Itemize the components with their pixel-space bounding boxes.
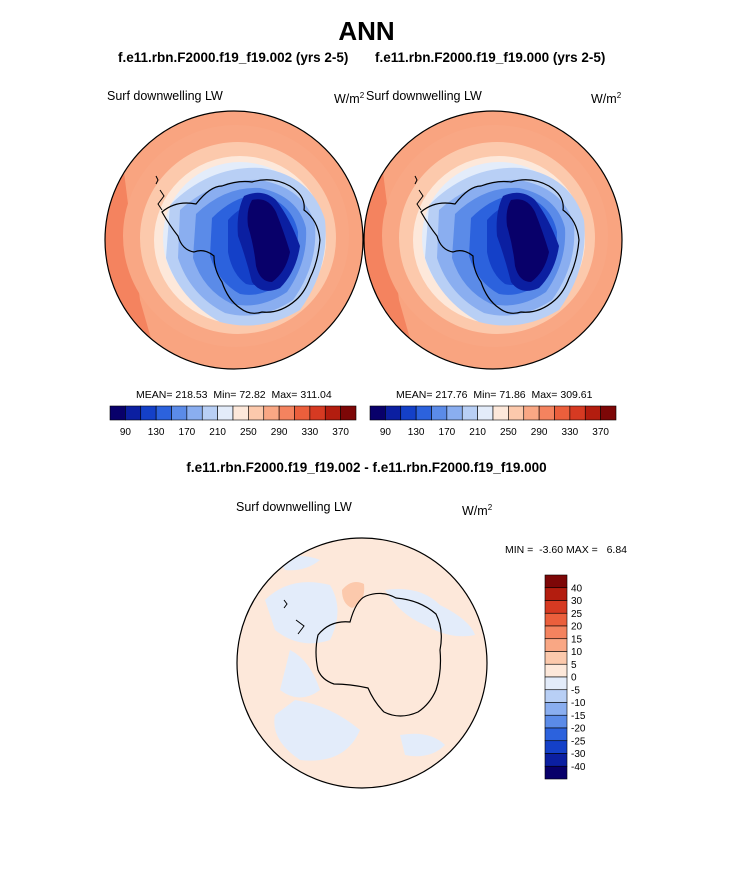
colorbar-tick-label: 370: [592, 427, 609, 438]
colorbar-tick-label: -30: [571, 749, 586, 760]
colorbar-swatch: [446, 405, 463, 421]
colorbar-swatch: [431, 405, 448, 421]
colorbar-tick-label: 130: [148, 427, 165, 438]
colorbar-tick-label: -15: [571, 711, 586, 722]
colorbar-tick-label: 290: [271, 427, 288, 438]
colorbar-tick-label: 40: [571, 583, 583, 594]
figure-title: ANN: [338, 16, 395, 46]
colorbar-tick-label: 250: [500, 427, 517, 438]
colorbar-swatch: [544, 600, 568, 614]
colorbar-tick-label: -5: [571, 685, 580, 696]
colorbar-swatch: [461, 405, 478, 421]
difference-title: f.e11.rbn.F2000.f19_f19.002 - f.e11.rbn.…: [186, 460, 547, 475]
colorbar-tick-label: 5: [571, 660, 577, 671]
colorbar-tick-label: 15: [571, 634, 583, 645]
panel1-stats: MEAN= 218.53 Min= 72.82 Max= 311.04: [136, 389, 332, 401]
colorbar-swatch: [324, 405, 341, 421]
colorbar-swatch: [477, 405, 494, 421]
panel2-units: W/m2: [591, 91, 622, 107]
colorbar-swatch: [155, 405, 172, 421]
difference-variable-label: Surf downwelling LW: [236, 500, 352, 514]
colorbar-swatch: [538, 405, 555, 421]
colorbar-swatch: [415, 405, 432, 421]
colorbar-swatch: [171, 405, 188, 421]
colorbar-tick-label: 130: [408, 427, 425, 438]
colorbar-swatch: [186, 405, 203, 421]
colorbar-tick-label: 170: [179, 427, 196, 438]
panel2-stats: MEAN= 217.76 Min= 71.86 Max= 309.61: [396, 389, 593, 401]
left-case-title: f.e11.rbn.F2000.f19_f19.002 (yrs 2-5): [118, 50, 349, 65]
colorbar-swatch: [544, 753, 568, 767]
colorbar-swatch: [492, 405, 509, 421]
colorbar-swatch: [544, 651, 568, 665]
colorbar-swatch: [544, 702, 568, 716]
colorbar-swatch: [544, 727, 568, 742]
colorbar-tick-label: 170: [439, 427, 456, 438]
difference-units: W/m2: [462, 503, 493, 519]
difference-map: [237, 538, 487, 788]
colorbar-tick-label: 330: [562, 427, 579, 438]
colorbar-swatch: [309, 405, 326, 421]
colorbar-tick-label: 30: [571, 596, 583, 607]
colorbar-swatch: [544, 740, 568, 754]
colorbar-swatch: [544, 625, 568, 640]
colorbar-swatch: [278, 405, 295, 421]
colorbar-swatch: [600, 405, 617, 421]
panel1-map: [105, 111, 363, 369]
colorbar-tick-label: -25: [571, 736, 586, 747]
colorbar-tick-label: 20: [571, 622, 583, 633]
colorbar-swatch: [544, 689, 568, 703]
colorbar-swatch: [232, 405, 249, 421]
colorbar-tick-label: 250: [240, 427, 257, 438]
colorbar-swatch: [385, 405, 402, 421]
colorbar-tick-label: -10: [571, 698, 586, 709]
colorbar-tick-label: 0: [571, 673, 577, 684]
colorbar-swatch: [248, 405, 265, 421]
colorbar-swatch: [340, 405, 357, 421]
colorbar-swatch: [400, 405, 417, 421]
colorbar-swatch: [544, 663, 568, 678]
panel2-variable-label: Surf downwelling LW: [366, 89, 482, 103]
colorbar-tick-label: 210: [469, 427, 486, 438]
panel1-units: W/m2: [334, 91, 365, 107]
difference-minmax: MIN = -3.60 MAX = 6.84: [505, 544, 628, 556]
colorbar-swatch: [544, 574, 568, 589]
colorbar-swatch: [140, 405, 157, 421]
colorbar-swatch: [544, 587, 568, 601]
colorbar-swatch: [217, 405, 234, 421]
colorbar-tick-label: 90: [380, 427, 392, 438]
colorbar-tick-label: 25: [571, 609, 583, 620]
colorbar-tick-label: 90: [120, 427, 132, 438]
colorbar-tick-label: -20: [571, 724, 586, 735]
panel2-colorbar: 90 130 170 210 250 290 330 370: [369, 405, 617, 438]
colorbar-swatch: [544, 714, 568, 729]
panel1-variable-label: Surf downwelling LW: [107, 89, 223, 103]
colorbar-swatch: [584, 405, 601, 421]
colorbar-tick-label: 290: [531, 427, 548, 438]
colorbar-swatch: [544, 638, 568, 652]
colorbar-swatch: [294, 405, 311, 421]
colorbar-swatch: [554, 405, 571, 421]
colorbar-swatch: [544, 612, 568, 627]
colorbar-swatch: [508, 405, 525, 421]
colorbar-swatch: [263, 405, 280, 421]
colorbar-tick-label: 330: [302, 427, 319, 438]
colorbar-tick-label: 210: [209, 427, 226, 438]
panel2-map: [364, 111, 622, 369]
colorbar-swatch: [201, 405, 218, 421]
colorbar-swatch: [523, 405, 540, 421]
colorbar-swatch: [109, 405, 126, 421]
colorbar-tick-label: -40: [571, 762, 586, 773]
colorbar-swatch: [569, 405, 586, 421]
colorbar-tick-label: 10: [571, 647, 583, 658]
colorbar-tick-label: 370: [332, 427, 349, 438]
colorbar-swatch: [125, 405, 142, 421]
colorbar-swatch: [544, 676, 568, 691]
panel1-colorbar: 90 130 170 210 250 290 330 370: [109, 405, 357, 438]
colorbar-swatch: [369, 405, 386, 421]
colorbar-swatch: [544, 765, 568, 780]
right-case-title: f.e11.rbn.F2000.f19_f19.000 (yrs 2-5): [375, 50, 606, 65]
